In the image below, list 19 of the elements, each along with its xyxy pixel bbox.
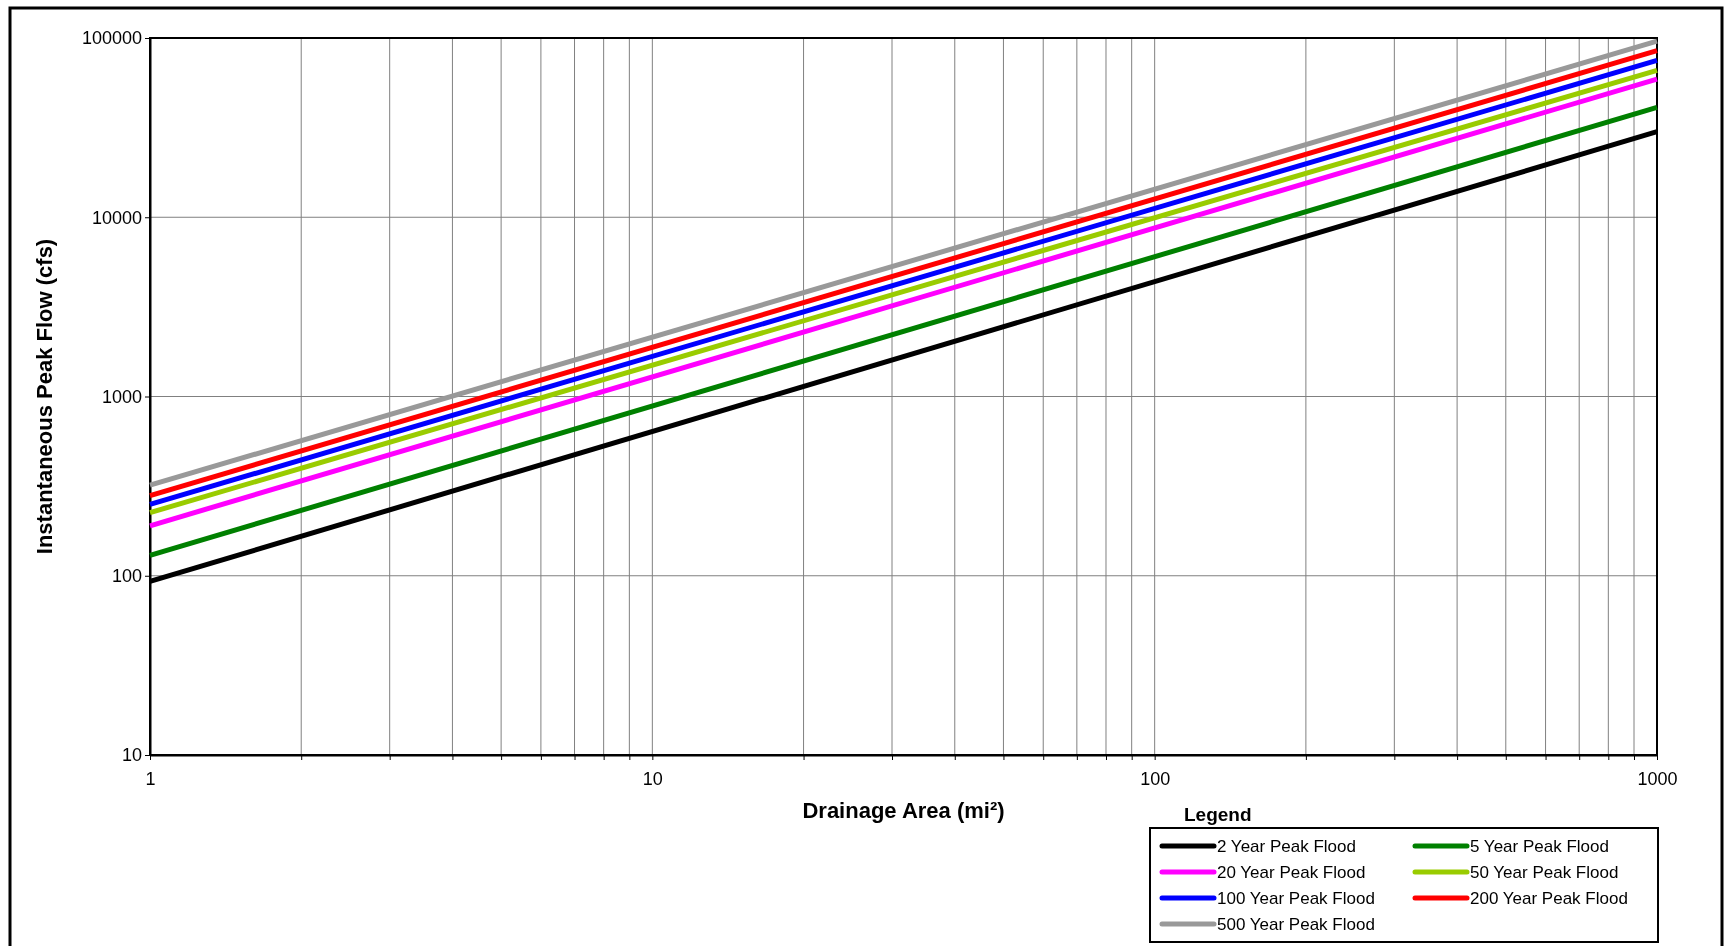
legend-label: 50 Year Peak Flood: [1470, 863, 1619, 882]
y-tick-label: 100000: [81, 28, 142, 49]
x-tick-label: 10: [642, 768, 663, 789]
y-tick-label: 1000: [101, 386, 142, 407]
x-tick-label: 1: [145, 768, 156, 789]
y-tick-label: 100: [111, 566, 142, 587]
legend-title: Legend: [1184, 804, 1252, 825]
x-tick-label: 100: [1140, 768, 1171, 789]
x-tick-label: 1000: [1637, 768, 1678, 789]
y-tick-label: 10: [121, 745, 142, 766]
legend-label: 5 Year Peak Flood: [1470, 837, 1609, 856]
legend-label: 2 Year Peak Flood: [1217, 837, 1356, 856]
legend-label: 20 Year Peak Flood: [1217, 863, 1366, 882]
y-tick-label: 10000: [91, 207, 142, 228]
legend-label: 200 Year Peak Flood: [1470, 889, 1628, 908]
y-axis-title: Instantaneous Peak Flow (cfs): [32, 238, 57, 555]
x-axis-title: Drainage Area (mi²): [802, 798, 1005, 823]
legend-label: 100 Year Peak Flood: [1217, 889, 1375, 908]
legend-label: 500 Year Peak Flood: [1217, 915, 1375, 934]
